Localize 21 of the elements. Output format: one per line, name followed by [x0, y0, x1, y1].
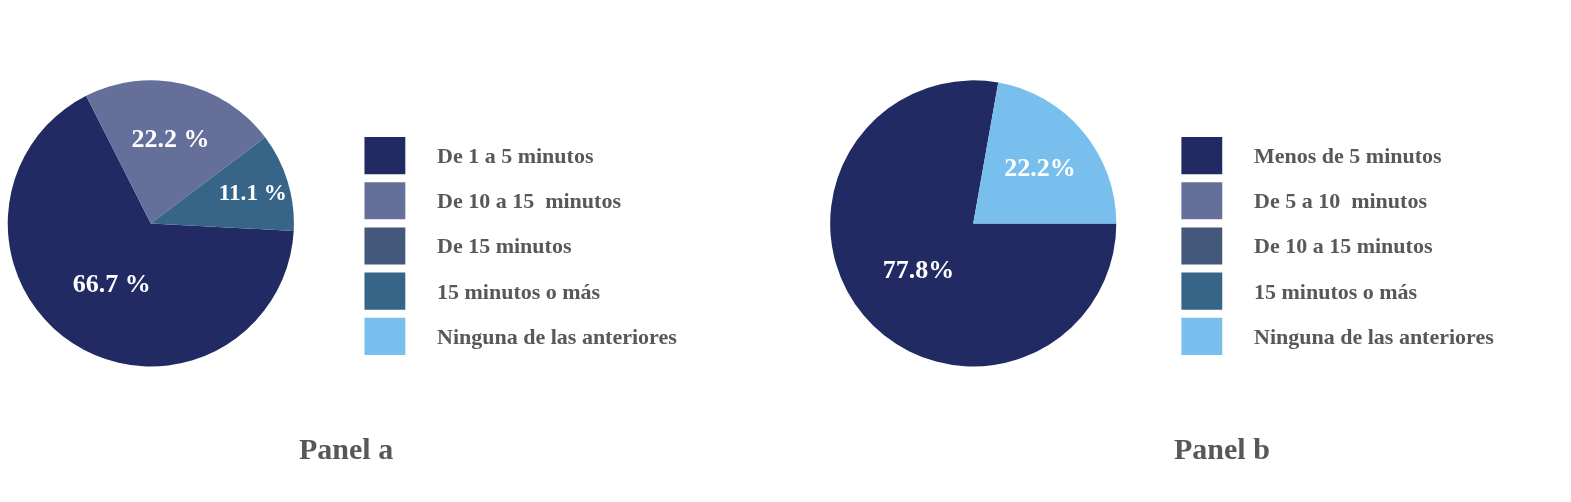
data-label: 66.7 %: [72, 268, 151, 298]
pie-slice: [7, 95, 294, 367]
data-label: 77.8%: [882, 254, 955, 284]
legend-label: De 10 a 15 minutos: [1254, 233, 1433, 258]
legend-label: 15 minutos o más: [1254, 279, 1418, 304]
data-label: 11.1 %: [218, 178, 287, 205]
legend-label: De 1 a 5 minutos: [437, 143, 594, 168]
pie-slice: [830, 80, 1117, 367]
data-label: 22.2 %: [131, 124, 210, 154]
legend-label: Menos de 5 minutos: [1254, 143, 1443, 168]
pie-slice: [973, 82, 1117, 224]
legend-label: Ninguna de las anteriores: [1254, 324, 1495, 349]
legend-label: 15 minutos o más: [437, 279, 601, 304]
text: Panel b: [1174, 432, 1270, 465]
legend-label: De 10 a 15 minutos: [437, 188, 622, 213]
pie-slice: [86, 80, 266, 224]
text: Panel a: [299, 432, 394, 465]
legend-label: De 5 a 10 minutos: [1254, 188, 1428, 213]
legend-label: De 15 minutos: [437, 233, 572, 258]
legend-label: Ninguna de las anteriores: [437, 324, 678, 349]
data-label: 22.2%: [1004, 152, 1076, 182]
